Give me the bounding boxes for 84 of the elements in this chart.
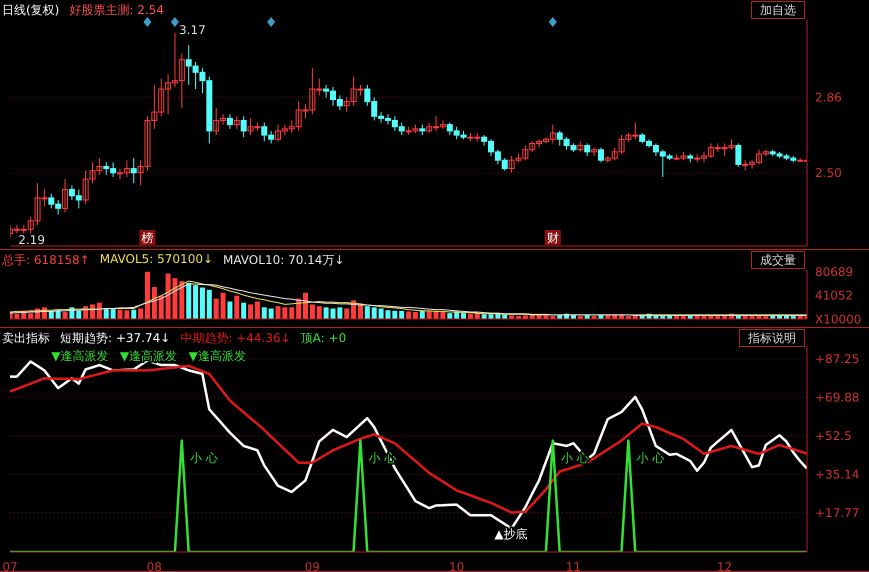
- bar: [193, 285, 198, 319]
- bar: [337, 307, 342, 319]
- chart-title: 卖出指标: [2, 330, 50, 347]
- bar: [179, 281, 184, 319]
- bar: [124, 310, 130, 319]
- bar: [241, 302, 246, 319]
- series-label: 短期趋势: +37.74↓: [60, 330, 170, 347]
- annotation: 小 心: [636, 451, 664, 466]
- annotation: 榜: [141, 231, 154, 246]
- y-tick-label: +52.5: [815, 428, 852, 443]
- candlestick: [419, 124, 426, 136]
- bar: [324, 307, 329, 319]
- annotation: 3.17: [179, 23, 206, 38]
- bar: [206, 290, 212, 319]
- bar: [144, 272, 150, 319]
- bar: [276, 306, 281, 319]
- bar: [406, 311, 412, 319]
- series-label: MAVOL5: 570100↓: [100, 252, 214, 268]
- y-tick-label: 41052: [815, 288, 854, 302]
- bar: [76, 310, 82, 319]
- text: 顶A: +0: [300, 330, 346, 347]
- bar: [138, 308, 144, 319]
- text: 成交量: [751, 251, 805, 269]
- annotation: ▼逢高派发: [120, 349, 178, 364]
- bar: [220, 292, 226, 319]
- bar: [96, 302, 102, 319]
- x-tick-label: 11: [566, 560, 582, 572]
- candlestick: [234, 116, 240, 130]
- bar: [117, 310, 122, 319]
- bar: [378, 308, 384, 319]
- bar: [234, 296, 240, 319]
- text: 总手: 618158↑: [2, 252, 90, 269]
- bar: [62, 312, 68, 319]
- x-tick-label: 09: [304, 560, 320, 572]
- text: 加自选: [751, 1, 805, 19]
- candlestick: [584, 142, 590, 157]
- candlestick: [240, 116, 247, 138]
- bar: [166, 274, 171, 319]
- y-tick-label: 80689: [815, 265, 854, 280]
- candlestick: [577, 140, 584, 152]
- chart-subtitle: 好股票主测: 2.54: [69, 2, 164, 19]
- bar: [186, 282, 192, 319]
- annotation: 财: [546, 231, 559, 246]
- annotation: ▼逢高派发: [51, 349, 108, 364]
- bar: [214, 298, 219, 319]
- chart-title: 日线(复权): [2, 2, 60, 19]
- bar: [303, 292, 308, 319]
- x-tick-label: 10: [448, 560, 464, 572]
- bar: [412, 312, 418, 319]
- x-tick-label: 08: [146, 560, 162, 572]
- candlestick: [130, 158, 137, 184]
- bar: [227, 302, 232, 319]
- annotation: ▼逢高派发: [188, 349, 246, 364]
- y-tick-label: 2.86: [815, 90, 842, 105]
- bar: [172, 278, 178, 319]
- bar: [282, 307, 288, 319]
- bar: [440, 312, 446, 319]
- annotation: 小 心: [190, 451, 218, 466]
- annotation: ▲抄底: [494, 527, 528, 542]
- y-tick-label: 2.50: [815, 166, 842, 180]
- x-tick-label: 07: [2, 560, 18, 572]
- candlestick: [226, 114, 233, 130]
- series-label: 中期趋势: +44.36↓: [180, 330, 291, 347]
- x-tick-label: 12: [716, 560, 732, 572]
- bar: [254, 302, 260, 319]
- y-tick-label: +35.14: [815, 467, 860, 482]
- text: 指标说明: [739, 329, 805, 347]
- candlestick: [62, 178, 68, 214]
- candlestick: [598, 147, 604, 163]
- y-tick-label: +87.25: [815, 352, 860, 366]
- y-tick-label: +69.88: [815, 390, 860, 404]
- bar: [461, 313, 466, 319]
- bar: [344, 308, 350, 319]
- series-label: MAVOL10: 70.14万↓: [223, 252, 344, 269]
- bar: [426, 311, 432, 319]
- y-tick-label: +17.77: [815, 506, 860, 520]
- bar: [200, 288, 205, 319]
- annotation: 2.19: [18, 233, 45, 248]
- bar: [330, 308, 336, 319]
- y-tick-label: X10000: [815, 312, 862, 326]
- candlestick: [735, 142, 742, 167]
- bar: [248, 304, 254, 319]
- bar: [131, 310, 136, 319]
- bar: [385, 310, 390, 319]
